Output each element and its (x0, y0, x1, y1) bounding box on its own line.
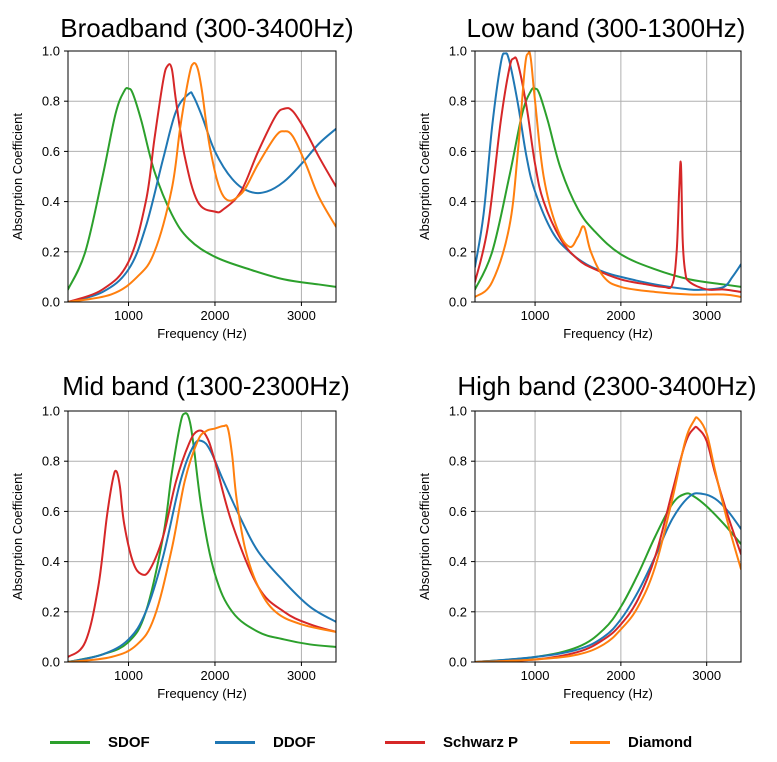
y-axis-label: Absorption Coefficient (417, 113, 432, 240)
legend-swatch-diamond (570, 741, 610, 744)
legend-swatch-schwarz-p (385, 741, 425, 744)
x-tick-label: 1000 (521, 668, 550, 683)
x-axis-label: Frequency (Hz) (157, 686, 247, 701)
y-tick-label: 0.8 (449, 94, 467, 109)
series-line-sdof (475, 492, 741, 662)
y-tick-label: 0.4 (449, 194, 467, 209)
chart-panel: Mid band (1300-2300Hz) 1000 2000 3000 0.0 0.2… (10, 371, 350, 701)
legend-label-sdof: SDOF (108, 734, 150, 751)
y-tick-label: 0.4 (449, 554, 467, 569)
y-tick-label: 0.0 (449, 295, 467, 310)
x-tick-label: 2000 (606, 308, 635, 323)
y-tick-label: 1.0 (42, 404, 60, 419)
y-tick-label: 0.0 (42, 295, 60, 310)
series-line-diamond (475, 416, 741, 662)
y-tick-label: 0.0 (42, 655, 60, 670)
series-line-diamond (68, 62, 336, 302)
series-line-sdof (68, 412, 336, 662)
series-line-schwarz-p (475, 425, 741, 662)
plot-frame (474, 410, 742, 663)
series-line-schwarz-p (475, 56, 741, 293)
legend-entry-schwarz-p: Schwarz P (385, 734, 518, 751)
y-tick-label: 1.0 (42, 44, 60, 59)
x-tick-label: 1000 (114, 668, 143, 683)
y-tick-label: 0.4 (42, 554, 60, 569)
chart-panel: High band (2300-3400Hz) 1000 2000 3000 0.0 0.… (417, 371, 757, 701)
x-tick-label: 3000 (692, 668, 721, 683)
legend-entry-sdof: SDOF (50, 734, 150, 751)
legend-label-schwarz-p: Schwarz P (443, 734, 519, 751)
y-tick-label: 0.8 (42, 454, 60, 469)
series-line-ddof (68, 91, 336, 302)
y-tick-label: 0.4 (42, 194, 60, 209)
y-tick-label: 1.0 (449, 404, 467, 419)
x-axis-label: Frequency (Hz) (563, 326, 653, 341)
legend: SDOF DDOF Schwarz P Diamond (0, 730, 777, 758)
y-tick-label: 0.2 (449, 244, 467, 259)
chart-panel: Broadband (300-3400Hz) 1000 2000 3000 0.0 0.2… (10, 13, 354, 341)
x-tick-label: 2000 (201, 308, 230, 323)
legend-entry-ddof: DDOF (215, 734, 316, 751)
legend-entry-diamond: Diamond (570, 734, 692, 751)
y-tick-label: 0.2 (42, 244, 60, 259)
series-group (68, 62, 336, 302)
plot-frame (67, 50, 337, 303)
legend-label-ddof: DDOF (273, 734, 316, 751)
series-line-schwarz-p (68, 63, 336, 302)
x-axis-label: Frequency (Hz) (563, 686, 653, 701)
series-line-sdof (68, 87, 336, 291)
y-tick-label: 0.2 (42, 604, 60, 619)
y-tick-label: 1.0 (449, 44, 467, 59)
y-axis-label: Absorption Coefficient (10, 113, 25, 240)
y-tick-label: 0.8 (449, 454, 467, 469)
series-line-ddof (475, 52, 741, 291)
series-line-sdof (475, 87, 741, 291)
y-tick-label: 0.0 (449, 655, 467, 670)
chart-title: Mid band (1300-2300Hz) (62, 371, 350, 401)
x-axis-label: Frequency (Hz) (157, 326, 247, 341)
x-tick-label: 2000 (201, 668, 230, 683)
legend-swatch-sdof (50, 741, 90, 744)
y-axis-label: Absorption Coefficient (417, 473, 432, 600)
series-line-diamond (68, 424, 336, 662)
x-tick-label: 3000 (692, 308, 721, 323)
x-tick-label: 1000 (521, 308, 550, 323)
y-tick-label: 0.6 (449, 144, 467, 159)
plot-frame (474, 50, 742, 303)
y-tick-label: 0.6 (42, 144, 60, 159)
plot-frame (67, 410, 337, 663)
x-tick-label: 1000 (114, 308, 143, 323)
legend-label-diamond: Diamond (628, 734, 693, 751)
chart-title: Broadband (300-3400Hz) (60, 13, 353, 43)
chart-title: High band (2300-3400Hz) (457, 371, 756, 401)
y-tick-label: 0.6 (42, 504, 60, 519)
series-line-ddof (68, 439, 336, 662)
chart-title: Low band (300-1300Hz) (467, 13, 746, 43)
series-group (68, 412, 336, 662)
chart-panel: Low band (300-1300Hz) 1000 2000 3000 0.0 0.2 0… (417, 13, 745, 341)
x-tick-label: 2000 (606, 668, 635, 683)
y-tick-label: 0.6 (449, 504, 467, 519)
series-line-schwarz-p (68, 429, 336, 658)
x-tick-label: 3000 (287, 308, 316, 323)
figure: Broadband (300-3400Hz) 1000 2000 3000 0.0 0.2… (10, 13, 757, 701)
y-axis-label: Absorption Coefficient (10, 473, 25, 600)
series-group (475, 51, 741, 298)
series-group (475, 416, 741, 662)
x-tick-label: 3000 (287, 668, 316, 683)
y-tick-label: 0.8 (42, 94, 60, 109)
y-tick-label: 0.2 (449, 604, 467, 619)
series-line-diamond (475, 51, 741, 298)
legend-swatch-ddof (215, 741, 255, 744)
